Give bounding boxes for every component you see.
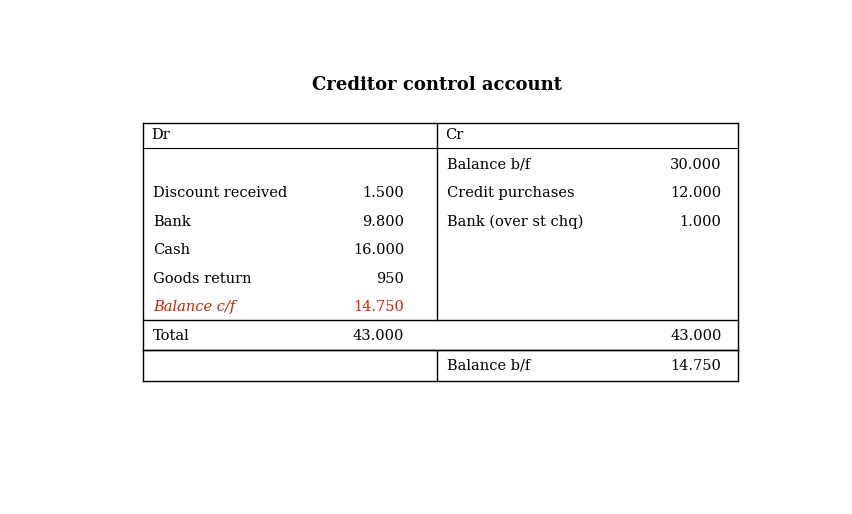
Text: 30.000: 30.000: [669, 158, 721, 172]
Text: 950: 950: [376, 271, 404, 286]
Text: Balance b/f: Balance b/f: [446, 158, 530, 172]
Text: Discount received: Discount received: [153, 186, 287, 200]
Text: 12.000: 12.000: [670, 186, 721, 200]
Text: Cash: Cash: [153, 243, 190, 257]
Text: 16.000: 16.000: [353, 243, 404, 257]
Text: Total: Total: [153, 328, 189, 343]
Text: 9.800: 9.800: [362, 215, 404, 229]
Text: Cr: Cr: [445, 128, 463, 142]
Text: Dr: Dr: [151, 128, 170, 142]
Text: 43.000: 43.000: [353, 328, 404, 343]
Text: 14.750: 14.750: [353, 300, 404, 314]
Text: 14.750: 14.750: [670, 359, 721, 373]
Text: 43.000: 43.000: [670, 328, 721, 343]
Text: Balance b/f: Balance b/f: [446, 359, 530, 373]
Text: Credit purchases: Credit purchases: [446, 186, 574, 200]
Text: Goods return: Goods return: [153, 271, 251, 286]
Text: Balance c/f: Balance c/f: [153, 300, 235, 314]
Text: 1.000: 1.000: [679, 215, 721, 229]
Text: 1.500: 1.500: [362, 186, 404, 200]
Text: Bank (over st chq): Bank (over st chq): [446, 214, 583, 229]
Text: Bank: Bank: [153, 215, 191, 229]
Text: Creditor control account: Creditor control account: [312, 76, 561, 94]
